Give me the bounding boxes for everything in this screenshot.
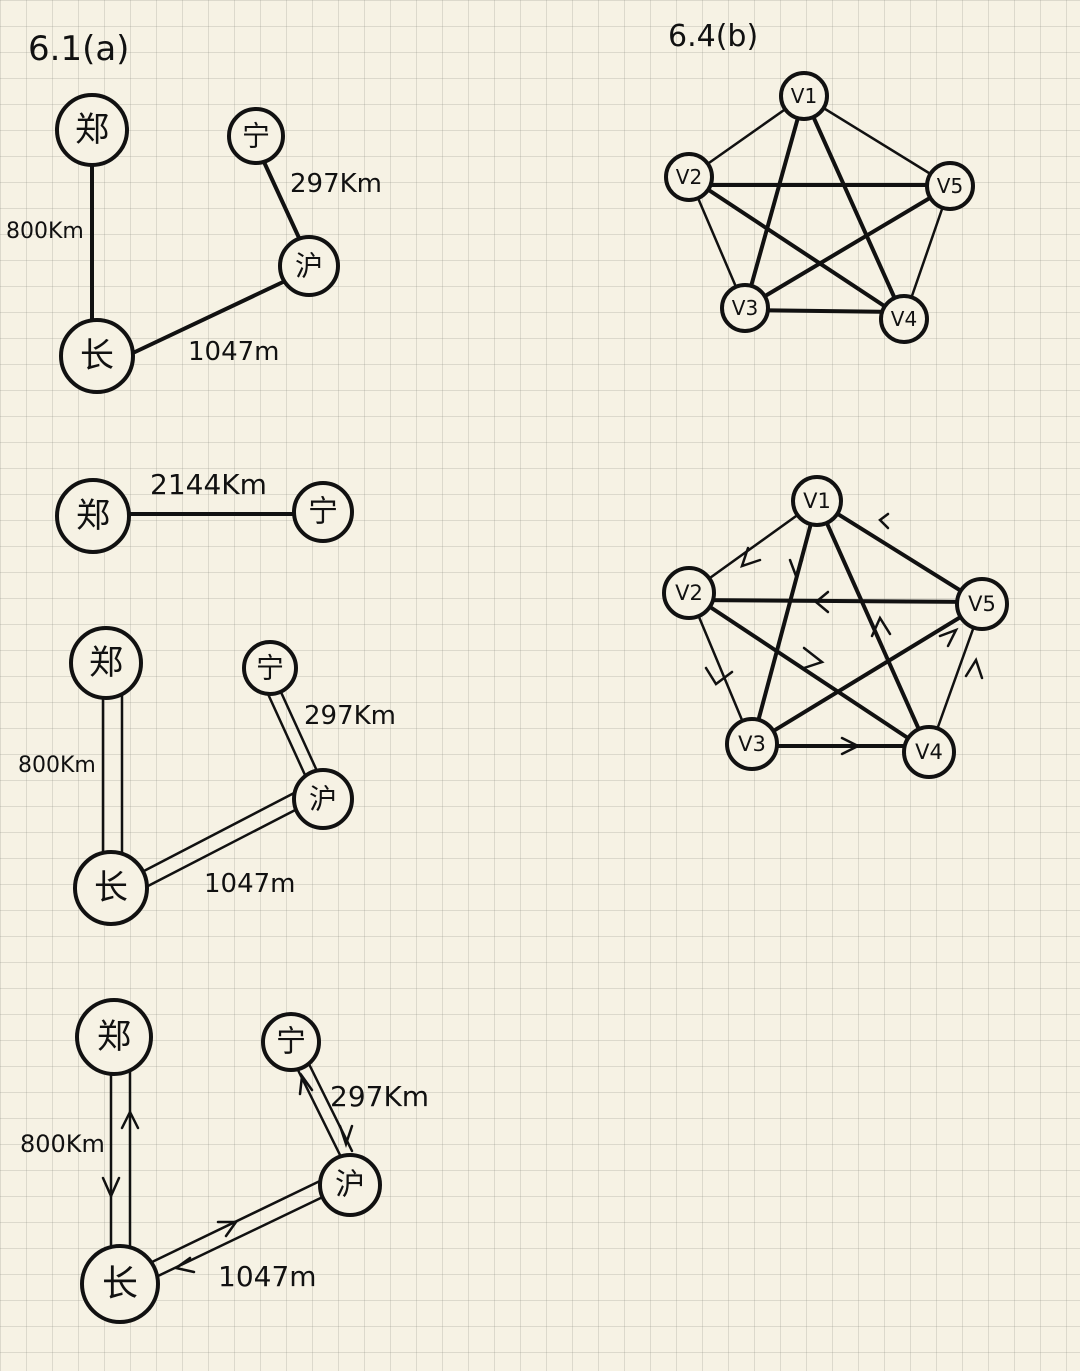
label-zheng-chang-1: 800Km (6, 219, 84, 244)
svg-text:V3: V3 (732, 296, 758, 320)
heading-6-4b: 6.4(b) (668, 19, 758, 54)
vertex-v5: V5 (925, 161, 975, 211)
svg-text:V4: V4 (891, 307, 917, 331)
label-zheng-chang-3: 800Km (18, 753, 96, 778)
vertex-v4-b: V4 (902, 725, 956, 779)
vertex-v3-b: V3 (725, 717, 779, 771)
svg-text:宁: 宁 (256, 652, 284, 685)
label-zheng-chang-4: 800Km (20, 1130, 105, 1158)
svg-text:长: 长 (80, 336, 114, 376)
vertex-v5-b: V5 (955, 577, 1009, 631)
svg-text:V3: V3 (738, 732, 766, 756)
svg-text:沪: 沪 (309, 783, 337, 816)
graph-k5-undirected: V1 V2 V5 V3 V4 (664, 71, 975, 344)
svg-text:郑: 郑 (97, 1017, 131, 1057)
label-zheng-ning: 2144Km (150, 468, 267, 501)
vertex-v2-b: V2 (662, 566, 716, 620)
graph-k5-directed: V1 V2 V5 V3 V4 (662, 475, 1009, 779)
svg-text:V5: V5 (968, 592, 996, 616)
node-hu-3: 沪 (292, 768, 354, 830)
node-zheng-2: 郑 (55, 478, 131, 554)
label-ning-hu-1: 297Km (290, 169, 382, 199)
svg-text:郑: 郑 (89, 643, 123, 683)
svg-text:沪: 沪 (335, 1168, 365, 1203)
node-chang-4: 长 (80, 1244, 160, 1324)
node-zheng: 郑 (55, 93, 129, 167)
label-chang-hu-3: 1047m (204, 869, 296, 899)
svg-text:沪: 沪 (295, 250, 323, 283)
vertex-v2: V2 (664, 152, 714, 202)
svg-text:V5: V5 (937, 174, 963, 198)
node-hu: 沪 (278, 235, 340, 297)
graph-2-edge: 2144Km 郑 宁 (55, 468, 354, 554)
label-chang-hu-4: 1047m (218, 1260, 317, 1293)
graph-4-directed: 800Km 297Km 1047m 郑 宁 沪 长 (20, 998, 429, 1324)
svg-text:郑: 郑 (76, 496, 110, 536)
vertex-v3: V3 (720, 283, 770, 333)
svg-text:宁: 宁 (308, 495, 338, 530)
svg-text:V2: V2 (675, 581, 703, 605)
node-ning-2: 宁 (292, 481, 354, 543)
svg-text:宁: 宁 (276, 1025, 306, 1060)
svg-text:宁: 宁 (242, 120, 270, 153)
label-ning-hu-3: 297Km (304, 701, 396, 731)
svg-text:长: 长 (102, 1264, 138, 1305)
node-ning-3: 宁 (242, 640, 298, 696)
heading-6-1a: 6.1(a) (28, 29, 129, 69)
node-zheng-3: 郑 (69, 626, 143, 700)
label-chang-hu-1: 1047m (188, 337, 280, 367)
node-hu-4: 沪 (318, 1153, 382, 1217)
svg-text:长: 长 (94, 868, 128, 908)
vertex-v1-b: V1 (791, 475, 843, 527)
graph-1-tree: 800Km 297Km 1047m 郑 宁 沪 长 (6, 93, 382, 394)
svg-text:郑: 郑 (75, 110, 109, 150)
vertex-v1: V1 (779, 71, 829, 121)
node-ning-4: 宁 (261, 1012, 321, 1072)
node-chang-3: 长 (73, 850, 149, 926)
svg-text:V2: V2 (676, 165, 702, 189)
node-chang: 长 (59, 318, 135, 394)
node-ning: 宁 (227, 107, 285, 165)
node-zheng-4: 郑 (75, 998, 153, 1076)
label-ning-hu-4: 297Km (330, 1080, 429, 1113)
vertex-v4: V4 (879, 294, 929, 344)
svg-text:V1: V1 (791, 84, 817, 108)
graph-3-doubled: 800Km 297Km 1047m 郑 宁 沪 长 (18, 626, 396, 926)
svg-text:V1: V1 (803, 489, 831, 513)
svg-text:V4: V4 (915, 740, 943, 764)
